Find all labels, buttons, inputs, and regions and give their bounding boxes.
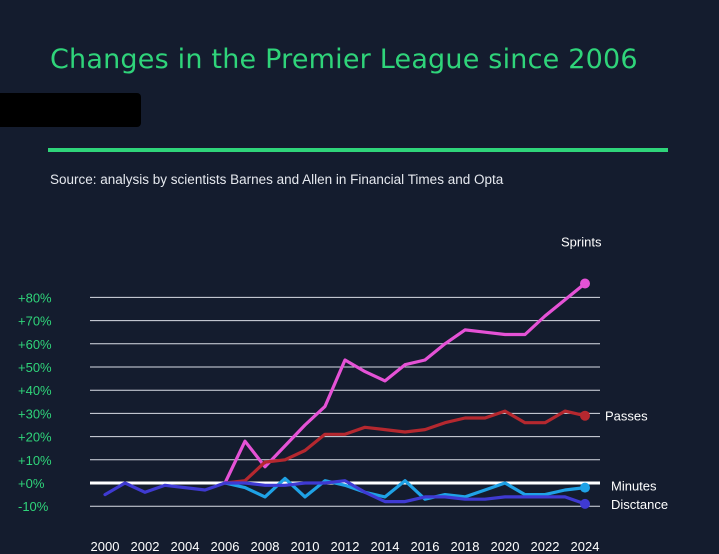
source-note: Source: analysis by scientists Barnes an… xyxy=(50,172,504,187)
x-tick-label: 2002 xyxy=(131,539,160,554)
series-endpoint-disctance xyxy=(580,498,590,509)
y-tick-label: +0% xyxy=(18,476,45,491)
y-tick-label: +10% xyxy=(18,453,52,468)
series-label-minutes: Minutes xyxy=(611,479,657,494)
x-tick-label: 2004 xyxy=(171,539,200,554)
y-tick-label: +40% xyxy=(18,383,52,398)
y-tick-label: +30% xyxy=(18,406,52,421)
x-tick-label: 2018 xyxy=(451,539,480,554)
x-axis-ticks: 2000 2002 2004 2006 2008 2010 2012 2014 2016 2018… xyxy=(91,539,600,554)
grid-layer xyxy=(90,296,600,507)
x-tick-label: 2006 xyxy=(211,539,240,554)
y-tick-label: +20% xyxy=(18,430,52,445)
series-layer xyxy=(103,278,590,509)
x-tick-label: 2024 xyxy=(571,539,600,554)
series-endpoint-minutes xyxy=(580,482,590,493)
title-divider xyxy=(48,148,668,152)
series-endpoint-passes xyxy=(580,410,590,421)
series-line-minutes xyxy=(223,476,587,501)
series-endpoint-sprints xyxy=(580,278,590,289)
x-tick-label: 2020 xyxy=(491,539,520,554)
x-tick-label: 2014 xyxy=(371,539,400,554)
redacted-block xyxy=(0,93,141,127)
y-tick-label: +60% xyxy=(18,337,52,352)
series-label-passes: Passes xyxy=(605,409,648,424)
series-label-disctance: Disctance xyxy=(611,497,668,512)
series-line-disctance xyxy=(103,479,587,506)
page-title: Changes in the Premier League since 2006 xyxy=(50,44,638,75)
x-tick-label: 2010 xyxy=(291,539,320,554)
x-tick-label: 2000 xyxy=(91,539,120,554)
series-line-sprints xyxy=(223,281,587,485)
x-tick-label: 2008 xyxy=(251,539,280,554)
series-label-sprints: Sprints xyxy=(561,234,602,249)
y-tick-label: +70% xyxy=(18,314,52,329)
y-tick-label: +50% xyxy=(18,360,52,375)
y-tick-label: -10% xyxy=(18,499,49,514)
x-tick-label: 2022 xyxy=(531,539,560,554)
y-tick-label: +80% xyxy=(18,290,52,305)
x-tick-label: 2016 xyxy=(411,539,440,554)
series-labels: Sprints Passes Minutes Disctance xyxy=(561,234,668,511)
x-tick-label: 2012 xyxy=(331,539,360,554)
series-line-passes xyxy=(223,409,587,485)
y-axis-ticks: -10% +0% +10% +20% +30% +40% +50% +60% +70% +80% xyxy=(18,290,52,514)
